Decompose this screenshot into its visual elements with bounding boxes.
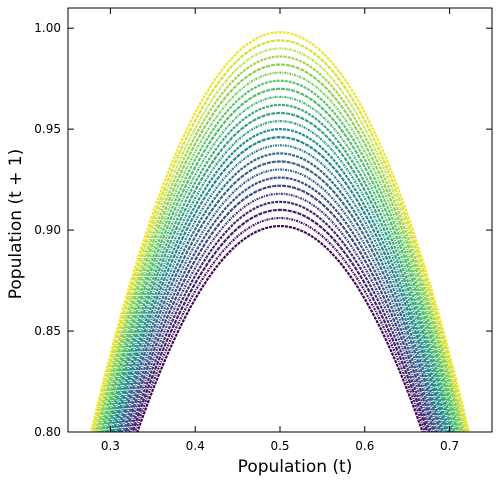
series-curve xyxy=(96,63,464,432)
series-curve xyxy=(120,168,440,432)
series-curve xyxy=(108,119,452,432)
x-axis-title: Population (t) xyxy=(238,457,353,477)
series-layer xyxy=(90,31,470,432)
series-curve xyxy=(133,216,427,432)
series-curve xyxy=(90,31,470,432)
series-curve xyxy=(103,95,457,432)
series-curve xyxy=(97,71,463,432)
series-curve xyxy=(112,136,448,432)
y-axis-title: Population (t + 1) xyxy=(6,149,26,300)
x-tick-label: 0.4 xyxy=(186,439,205,453)
series-curve xyxy=(118,160,442,432)
y-tick-label: 0.85 xyxy=(34,324,61,338)
y-tick-label: 0.90 xyxy=(34,223,61,237)
series-curve xyxy=(110,128,450,432)
y-tick-label: 1.00 xyxy=(34,21,61,35)
series-curve xyxy=(101,87,459,432)
axes-layer: 0.3 0.4 0.5 0.6 0.7 0.80 0.85 0.90 0.95 1.00 xyxy=(34,7,493,453)
series-curve xyxy=(99,79,461,432)
series-curve xyxy=(131,208,429,432)
series-curve xyxy=(124,184,436,432)
series-curve xyxy=(129,200,431,432)
y-tick-label: 0.95 xyxy=(34,122,61,136)
series-curve xyxy=(106,111,454,432)
series-curve xyxy=(104,103,456,432)
x-tick-label: 0.5 xyxy=(270,439,289,453)
series-curve xyxy=(91,39,469,432)
series-curve xyxy=(116,152,444,432)
series-curve xyxy=(122,176,438,432)
x-tick-label: 0.7 xyxy=(440,439,459,453)
series-curve xyxy=(136,224,424,432)
series-curve xyxy=(114,144,446,432)
series-curve xyxy=(94,55,466,432)
x-tick-label: 0.6 xyxy=(355,439,374,453)
series-curve xyxy=(93,47,467,432)
y-tick-label: 0.80 xyxy=(34,425,61,439)
x-tick-label: 0.3 xyxy=(101,439,120,453)
